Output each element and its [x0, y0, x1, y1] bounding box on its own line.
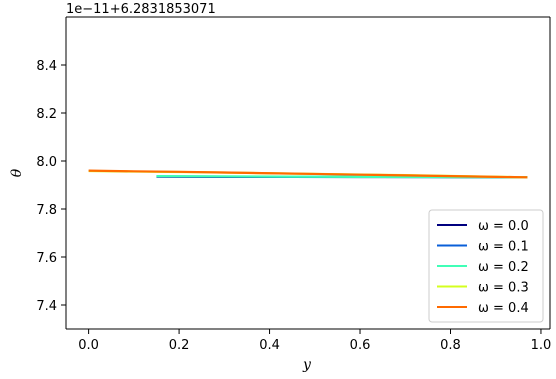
- x-tick-label: 0.8: [440, 338, 461, 353]
- legend-label-0: ω = 0.0: [478, 219, 529, 234]
- y-tick-label: 8.2: [36, 107, 57, 122]
- y-axis-label: θ: [9, 168, 25, 177]
- legend-label-4: ω = 0.4: [478, 301, 529, 316]
- legend: ω = 0.0 ω = 0.1 ω = 0.2 ω = 0.3 ω = 0.4: [428, 209, 544, 323]
- x-axis-ticks: 0.0 0.2 0.4 0.6 0.8 1.0: [78, 329, 551, 353]
- legend-label-1: ω = 0.1: [478, 240, 529, 255]
- y-tick-label: 7.6: [36, 251, 57, 266]
- legend-label-3: ω = 0.3: [478, 281, 529, 296]
- offset-text: 1e−11+6.2831853071: [66, 2, 216, 17]
- x-tick-label: 0.2: [169, 338, 190, 353]
- y-tick-label: 7.4: [36, 299, 57, 314]
- y-tick-label: 7.8: [36, 203, 57, 218]
- x-axis-label: y: [302, 357, 312, 373]
- x-tick-label: 0.0: [78, 338, 99, 353]
- series-line-4: [88, 169, 528, 179]
- y-axis-ticks: 7.4 7.6 7.8 8.0 8.2 8.4: [36, 59, 66, 314]
- x-tick-label: 1.0: [531, 338, 552, 353]
- x-tick-label: 0.4: [259, 338, 280, 353]
- axes-frame: [65, 16, 551, 330]
- legend-label-2: ω = 0.2: [478, 260, 529, 275]
- legend-box: [428, 209, 544, 323]
- y-tick-label: 8.0: [36, 155, 57, 170]
- y-tick-label: 8.4: [36, 59, 57, 74]
- x-tick-label: 0.6: [350, 338, 371, 353]
- series-lines: [88, 169, 528, 179]
